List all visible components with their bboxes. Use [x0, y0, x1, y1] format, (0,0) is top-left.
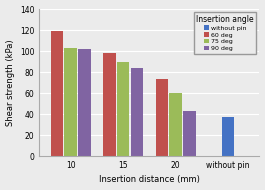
Bar	[117, 62, 130, 156]
Bar	[156, 79, 168, 156]
Legend: without pin, 60 deg, 75 deg, 90 deg: without pin, 60 deg, 75 deg, 90 deg	[194, 12, 256, 54]
Bar	[64, 48, 77, 156]
Bar	[169, 93, 182, 156]
Bar	[183, 111, 196, 156]
Bar	[103, 53, 116, 156]
X-axis label: Insertion distance (mm): Insertion distance (mm)	[99, 175, 200, 184]
Bar	[131, 68, 143, 156]
Y-axis label: Shear strength (kPa): Shear strength (kPa)	[6, 39, 15, 126]
Bar	[222, 117, 235, 156]
Bar	[51, 31, 63, 156]
Bar	[78, 49, 91, 156]
